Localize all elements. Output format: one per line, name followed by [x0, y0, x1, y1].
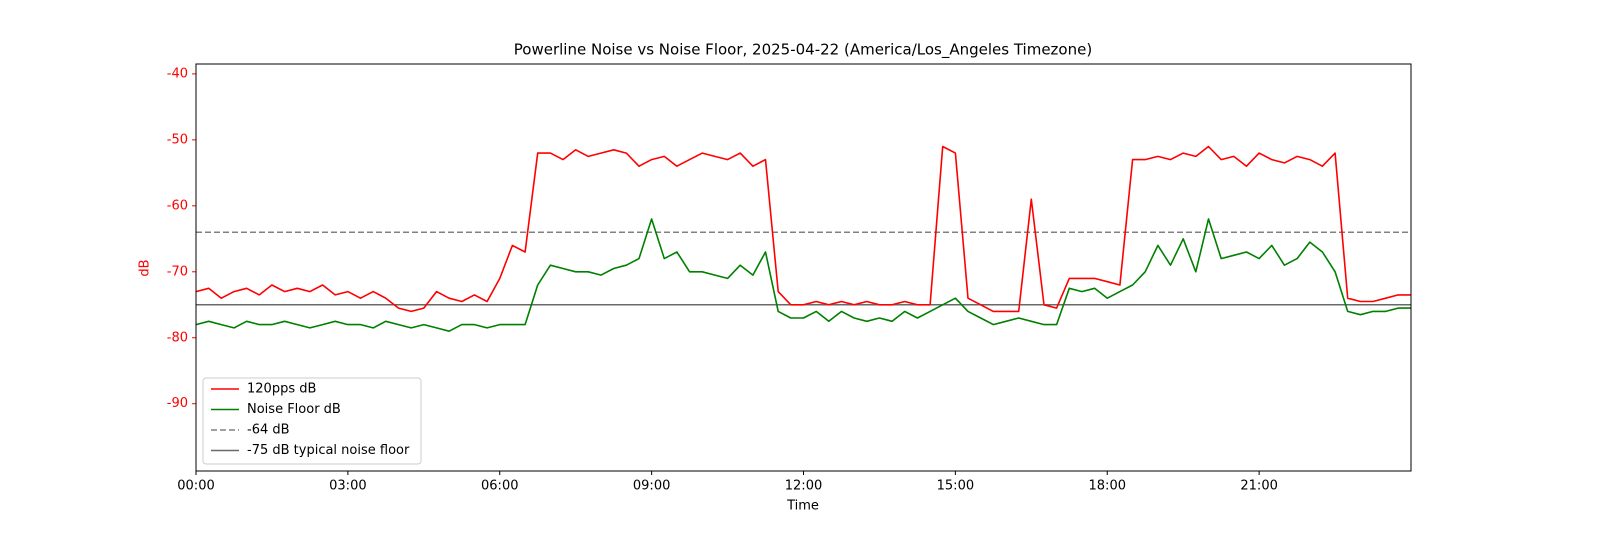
series-line — [195, 218, 1411, 332]
y-tick-label: -90 — [167, 396, 188, 411]
y-tick-label: -40 — [167, 66, 188, 81]
legend-label: -75 dB typical noise floor — [247, 443, 410, 458]
chart-title: Powerline Noise vs Noise Floor, 2025-04-… — [514, 41, 1092, 60]
plot-frame — [195, 63, 1412, 472]
y-tick-label: -60 — [167, 198, 188, 213]
x-tick-label: 15:00 — [937, 479, 974, 494]
x-axis-label: Time — [786, 499, 819, 514]
x-tick-label: 03:00 — [329, 479, 366, 494]
x-tick-label: 21:00 — [1240, 479, 1277, 494]
legend-label: 120pps dB — [247, 382, 316, 397]
y-tick-label: -80 — [167, 330, 188, 345]
x-tick-label: 12:00 — [785, 479, 822, 494]
x-tick-label: 09:00 — [633, 479, 670, 494]
x-tick-label: 18:00 — [1089, 479, 1126, 494]
y-tick-label: -50 — [167, 132, 188, 147]
legend-label: -64 dB — [247, 423, 290, 438]
legend-label: Noise Floor dB — [247, 402, 341, 417]
x-tick-label: 06:00 — [481, 479, 518, 494]
y-axis-label: dB — [138, 259, 153, 276]
x-tick-label: 00:00 — [177, 479, 214, 494]
series-line — [195, 145, 1411, 313]
y-tick-label: -70 — [167, 264, 188, 279]
legend-box — [202, 377, 422, 465]
